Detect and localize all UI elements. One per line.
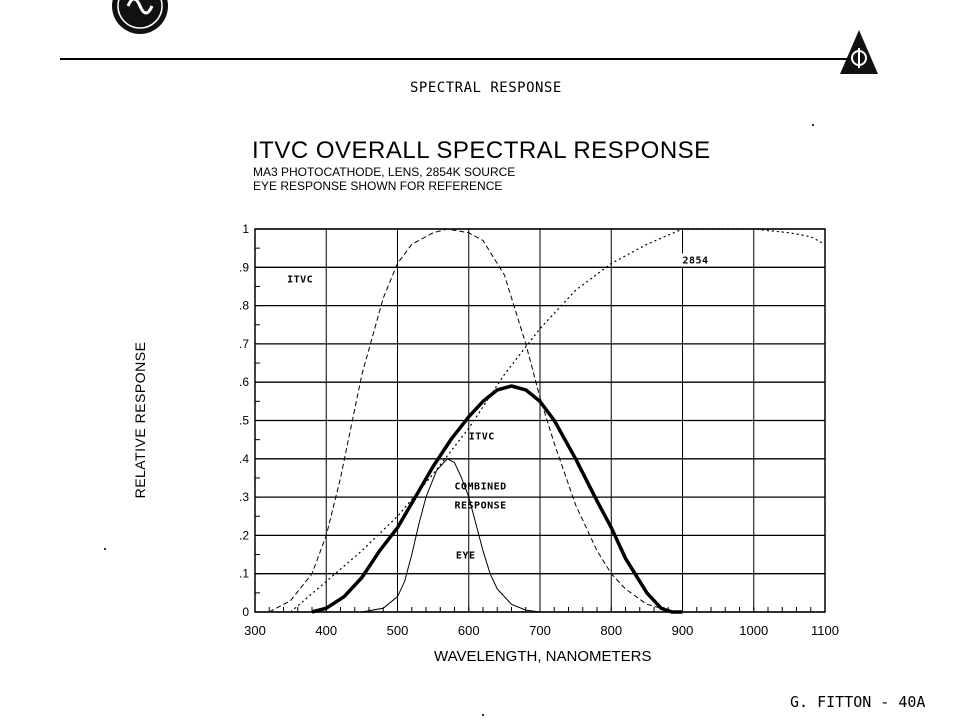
y-tick-label: 1 [242, 222, 249, 236]
series-line-itvc [269, 228, 683, 613]
scan-speck [482, 714, 484, 716]
series-line-2854 [290, 228, 826, 613]
series-line-combined-response [311, 384, 683, 614]
annotation-label: ITVC [287, 275, 313, 286]
page-heading: SPECTRAL RESPONSE [410, 80, 562, 96]
y-tick-label: .9 [239, 260, 249, 274]
x-tick-label: 500 [387, 623, 409, 638]
y-tick-label: .6 [239, 375, 249, 389]
annotation-background [679, 253, 712, 267]
x-tick-label: 1000 [739, 623, 768, 638]
x-tick-label: 700 [529, 623, 551, 638]
annotation-label: ITVC [469, 432, 495, 443]
x-tick-label: 300 [244, 623, 266, 638]
x-axis-label: WAVELENGTH, NANOMETERS [434, 648, 652, 665]
y-tick-label: .3 [239, 490, 249, 504]
scan-speck [812, 124, 814, 126]
footer-credit: G. FITTON - 40A [790, 693, 926, 711]
y-tick-label: .8 [239, 299, 249, 313]
y-tick-label: .5 [239, 414, 249, 428]
annotation-label: COMBINED [455, 481, 507, 492]
y-tick-label: .7 [239, 337, 249, 351]
annotation-label: RESPONSE [455, 501, 507, 512]
x-tick-label: 900 [672, 623, 694, 638]
ge-logo [112, 0, 168, 34]
y-tick-label: .1 [239, 567, 249, 581]
annotation-label: 2854 [683, 255, 709, 266]
chart-subtitle-line-2: EYE RESPONSE SHOWN FOR REFERENCE [253, 179, 503, 193]
x-tick-label: 1100 [811, 623, 839, 638]
y-tick-label: 0 [242, 605, 249, 619]
series-line-eye [361, 458, 541, 613]
annotation-label: EYE [456, 550, 476, 561]
x-tick-label: 800 [600, 623, 622, 638]
x-tick-label: 400 [315, 623, 337, 638]
triangle-emblem-logo [840, 30, 878, 74]
chart-title: ITVC OVERALL SPECTRAL RESPONSE [252, 137, 711, 164]
x-tick-label: 600 [458, 623, 480, 638]
y-tick-label: .4 [239, 452, 249, 466]
header-rule [60, 58, 850, 60]
chart-subtitle-line-1: MA3 PHOTOCATHODE, LENS, 2854K SOURCE [253, 165, 516, 179]
y-tick-label: .2 [239, 528, 249, 542]
scan-speck [104, 548, 106, 550]
